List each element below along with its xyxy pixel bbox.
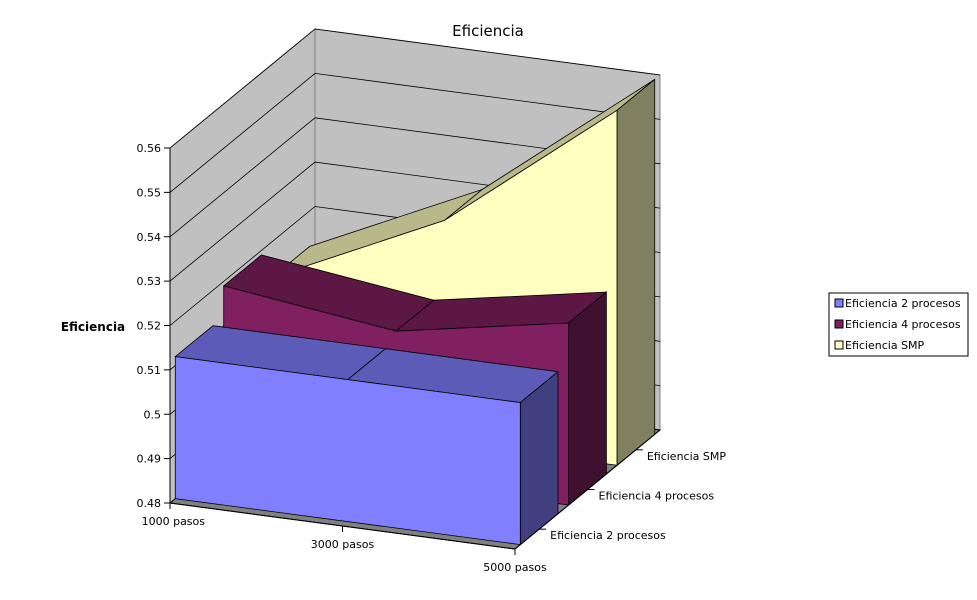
series-3-end-cap	[616, 78, 656, 467]
y-tick-label: 0.51	[137, 364, 162, 377]
y-tick-label: 0.55	[137, 186, 162, 199]
y-tick-label: 0.49	[137, 453, 162, 466]
y-tick-label: 0.54	[137, 231, 162, 244]
legend-swatch	[834, 340, 844, 350]
legend-label: Eficiencia 2 procesos	[845, 297, 961, 310]
x-tick-label: 5000 pasos	[483, 561, 547, 574]
y-axis-label: Eficiencia	[61, 320, 125, 334]
y-tick-label: 0.5	[144, 408, 162, 421]
x-tick-labels: 1000 pasos 3000 pasos 5000 pasos	[142, 515, 547, 574]
series-1	[174, 325, 559, 546]
series-1-front-face	[174, 356, 521, 546]
legend-box	[828, 292, 969, 357]
y-tick-label: 0.53	[137, 275, 162, 288]
y-tick-label: 0.56	[137, 142, 162, 155]
series-axis-labels: Eficiencia 2 procesos Eficiencia 4 proces…	[550, 450, 726, 542]
legend-label: Eficiencia SMP	[845, 339, 925, 352]
legend-swatch	[834, 298, 844, 308]
y-tick-label: 0.52	[137, 320, 162, 333]
gridline	[169, 72, 661, 193]
legend-item: Eficiencia SMP	[834, 339, 925, 352]
axes	[164, 147, 661, 555]
legend-item: Eficiencia 4 procesos	[834, 318, 961, 331]
x-tick-label: 3000 pasos	[311, 538, 375, 551]
legend: Eficiencia 2 procesos Eficiencia 4 proces…	[828, 292, 969, 357]
y-tick-label: 0.48	[137, 497, 162, 510]
gridline	[169, 28, 661, 149]
legend-item: Eficiencia 2 procesos	[834, 297, 961, 310]
series-axis-label: Eficiencia 4 procesos	[599, 490, 715, 503]
chart-title: Eficiencia	[452, 22, 524, 40]
y-tick-labels: 0.48 0.49 0.5 0.51 0.52 0.53 0.54 0.55 0.56	[137, 142, 162, 510]
series-axis-label: Eficiencia 2 procesos	[550, 529, 666, 542]
legend-swatch	[834, 319, 844, 329]
gridline	[169, 117, 661, 238]
legend-label: Eficiencia 4 procesos	[845, 318, 961, 331]
series-axis-label: Eficiencia SMP	[647, 450, 727, 463]
x-tick-label: 1000 pasos	[142, 515, 206, 528]
series-2-end-cap	[568, 291, 607, 506]
